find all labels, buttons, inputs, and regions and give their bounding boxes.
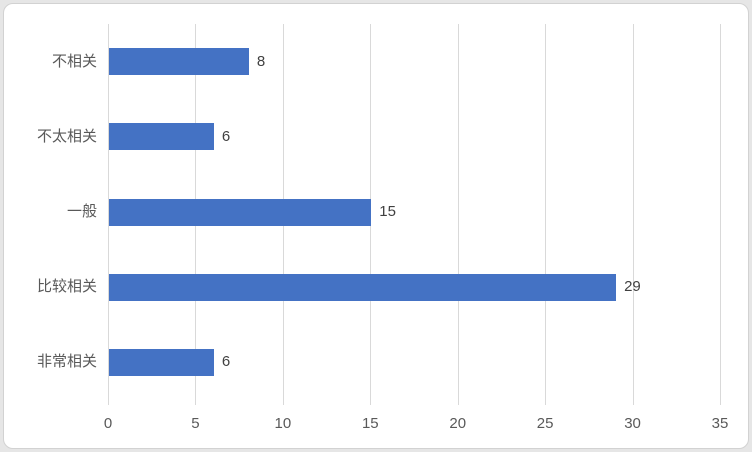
category-label: 不相关	[51, 52, 97, 70]
x-axis-tick-label: 10	[274, 415, 292, 432]
bar-segment	[109, 198, 372, 226]
category-label: 比较相关	[36, 278, 97, 296]
category-label: 非常相关	[36, 353, 97, 371]
x-axis-tick-label: 30	[624, 415, 641, 432]
x-axis-tick-label: 15	[361, 415, 379, 432]
category-label: 不太相关	[36, 127, 97, 145]
x-gridline	[720, 24, 721, 405]
x-axis-tick-label: 25	[536, 415, 554, 432]
x-axis-tick-label: 35	[711, 415, 729, 432]
x-gridline	[108, 24, 109, 405]
bar-value-label: 29	[624, 278, 641, 296]
x-gridline	[457, 24, 459, 405]
bar-value-label: 6	[221, 353, 231, 371]
x-axis-tick-label: 0	[103, 415, 113, 432]
x-gridline	[632, 24, 634, 405]
bar-chart: 0 5 10 15 20 25 30 35 不相关 8 不太相关 6 一般 15 比较相关 29 非常相关 6	[3, 3, 749, 449]
x-axis-tick-label: 5	[191, 415, 200, 432]
category-label: 一般	[66, 203, 97, 220]
bar-segment	[109, 123, 214, 151]
bar-value-label: 6	[221, 127, 231, 145]
bar-value-label: 15	[379, 203, 396, 220]
x-gridline	[545, 24, 547, 405]
x-axis-tick-label: 20	[449, 415, 467, 432]
bar-segment	[109, 273, 617, 301]
bar-value-label: 8	[256, 52, 266, 70]
bar-segment	[109, 48, 249, 76]
bar-segment	[109, 348, 214, 376]
